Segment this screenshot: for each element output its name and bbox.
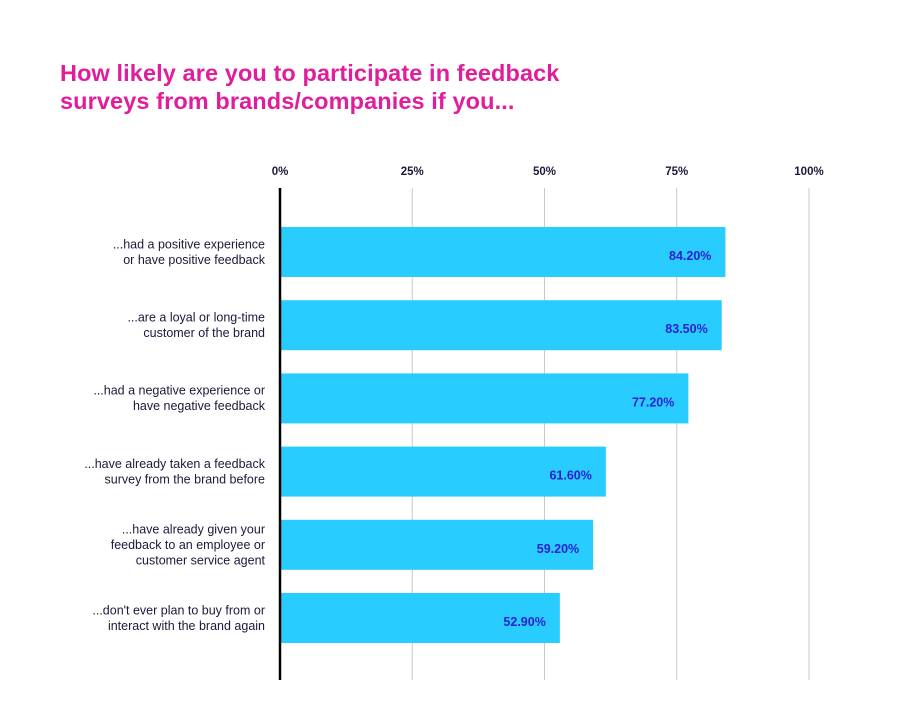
x-tick-label-100: 100%	[794, 166, 823, 178]
category-label-3-line-0: ...have already taken a feedback	[84, 457, 265, 471]
bar-4	[280, 519, 594, 570]
data-label-1: 83.50%	[665, 322, 707, 336]
bar-3	[280, 446, 606, 497]
x-tick-label-75: 75%	[665, 166, 688, 178]
chart-title-line-1: How likely are you to participate in fee…	[60, 60, 560, 86]
category-label-4-line-2: customer service agent	[136, 553, 266, 567]
category-label-0-line-0: ...had a positive experience	[113, 237, 265, 251]
x-tick-label-0: 0%	[272, 166, 289, 178]
category-label-0-line-1: or have positive feedback	[123, 253, 266, 267]
data-label-0: 84.20%	[669, 249, 711, 263]
x-tick-label-25: 25%	[401, 166, 424, 178]
x-tick-label-50: 50%	[533, 166, 556, 178]
category-label-5-line-1: interact with the brand again	[108, 619, 265, 633]
category-label-3-line-1: survey from the brand before	[105, 472, 266, 486]
data-label-4: 59.20%	[537, 542, 579, 556]
category-label-2-line-0: ...had a negative experience or	[93, 384, 265, 398]
category-label-2-line-1: have negative feedback	[133, 399, 266, 413]
bar-5	[280, 593, 560, 643]
chart-title: How likely are you to participate in fee…	[60, 59, 700, 115]
bar-1	[280, 300, 722, 351]
data-label-5: 52.90%	[503, 615, 545, 629]
category-label-4-line-0: ...have already given your	[122, 522, 265, 536]
data-label-3: 61.60%	[549, 469, 591, 483]
category-label-5-line-0: ...don't ever plan to buy from or	[92, 603, 265, 617]
category-label-1-line-1: customer of the brand	[143, 326, 265, 340]
category-label-4-line-1: feedback to an employee or	[111, 538, 265, 552]
bar-2	[280, 373, 689, 424]
category-label-1-line-0: ...are a loyal or long-time	[127, 310, 265, 324]
chart-title-line-2: surveys from brands/companies if you...	[60, 88, 515, 114]
data-label-2: 77.20%	[632, 395, 674, 409]
bar-0	[280, 227, 726, 277]
